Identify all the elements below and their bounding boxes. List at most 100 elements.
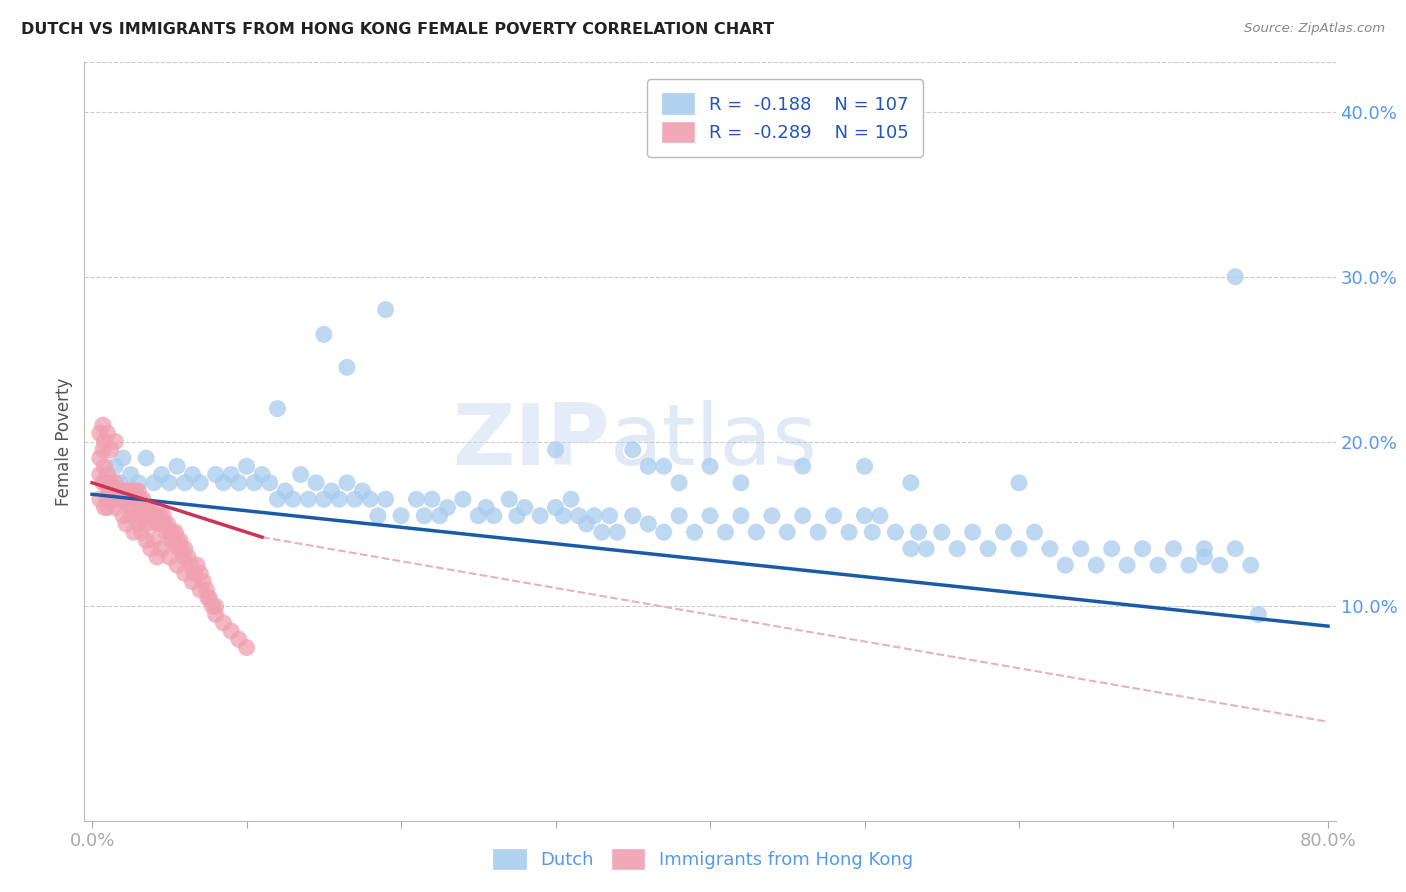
- Point: [1178, 558, 1201, 573]
- Point: [413, 508, 436, 523]
- Point: [714, 525, 737, 540]
- Point: [142, 533, 165, 548]
- Point: [110, 492, 132, 507]
- Point: [165, 525, 187, 540]
- Point: [127, 508, 149, 523]
- Point: [122, 525, 145, 540]
- Point: [513, 500, 536, 515]
- Point: [931, 525, 953, 540]
- Point: [219, 624, 242, 639]
- Point: [1008, 475, 1031, 490]
- Point: [104, 434, 127, 449]
- Point: [145, 516, 167, 531]
- Point: [138, 508, 160, 523]
- Point: [115, 516, 138, 531]
- Point: [506, 508, 529, 523]
- Point: [761, 508, 783, 523]
- Point: [101, 492, 124, 507]
- Point: [170, 541, 193, 556]
- Point: [93, 459, 115, 474]
- Point: [266, 401, 288, 416]
- Point: [553, 508, 575, 523]
- Point: [212, 475, 235, 490]
- Point: [266, 492, 288, 507]
- Point: [105, 483, 128, 498]
- Point: [166, 533, 188, 548]
- Point: [343, 492, 366, 507]
- Point: [621, 508, 644, 523]
- Point: [853, 459, 876, 474]
- Point: [96, 426, 118, 441]
- Point: [823, 508, 845, 523]
- Point: [157, 525, 180, 540]
- Point: [93, 434, 115, 449]
- Point: [111, 450, 134, 465]
- Point: [1355, 187, 1378, 202]
- Point: [235, 640, 257, 655]
- Point: [1070, 541, 1092, 556]
- Point: [89, 467, 111, 482]
- Point: [1008, 541, 1031, 556]
- Point: [96, 475, 118, 490]
- Point: [188, 475, 211, 490]
- Point: [114, 492, 136, 507]
- Point: [668, 508, 690, 523]
- Point: [1054, 558, 1077, 573]
- Point: [915, 541, 938, 556]
- Point: [451, 492, 474, 507]
- Point: [305, 475, 328, 490]
- Point: [1163, 541, 1185, 556]
- Point: [186, 558, 208, 573]
- Point: [745, 525, 768, 540]
- Point: [243, 475, 266, 490]
- Point: [177, 549, 200, 564]
- Point: [142, 508, 165, 523]
- Point: [336, 475, 359, 490]
- Point: [962, 525, 984, 540]
- Point: [139, 541, 162, 556]
- Point: [149, 508, 172, 523]
- Point: [281, 492, 304, 507]
- Point: [544, 442, 567, 457]
- Point: [1039, 541, 1062, 556]
- Point: [124, 483, 146, 498]
- Point: [142, 475, 165, 490]
- Point: [599, 508, 621, 523]
- Point: [568, 508, 591, 523]
- Point: [907, 525, 929, 540]
- Point: [328, 492, 350, 507]
- Text: ZIP: ZIP: [453, 400, 610, 483]
- Point: [150, 541, 173, 556]
- Point: [1225, 269, 1247, 284]
- Point: [219, 467, 242, 482]
- Point: [107, 492, 129, 507]
- Point: [146, 508, 169, 523]
- Point: [91, 475, 114, 490]
- Point: [475, 500, 498, 515]
- Point: [117, 492, 139, 507]
- Point: [1024, 525, 1046, 540]
- Point: [120, 500, 142, 515]
- Point: [429, 508, 451, 523]
- Point: [93, 500, 115, 515]
- Point: [730, 475, 752, 490]
- Point: [195, 582, 218, 597]
- Point: [188, 566, 211, 581]
- Point: [157, 475, 180, 490]
- Point: [180, 558, 202, 573]
- Y-axis label: Female Poverty: Female Poverty: [55, 377, 73, 506]
- Point: [884, 525, 907, 540]
- Point: [111, 508, 134, 523]
- Point: [120, 508, 142, 523]
- Point: [807, 525, 830, 540]
- Point: [98, 483, 121, 498]
- Point: [290, 467, 312, 482]
- Point: [125, 492, 148, 507]
- Point: [120, 467, 142, 482]
- Point: [150, 516, 173, 531]
- Point: [100, 483, 122, 498]
- Point: [436, 500, 458, 515]
- Point: [1194, 541, 1216, 556]
- Point: [135, 533, 157, 548]
- Point: [389, 508, 412, 523]
